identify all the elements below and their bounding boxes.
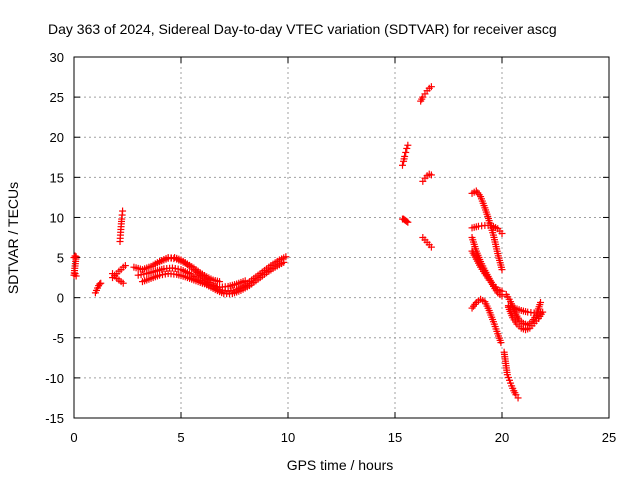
data-point — [537, 309, 545, 317]
data-point — [280, 258, 288, 266]
data-point — [427, 243, 435, 251]
y-tick-label: 0 — [57, 291, 64, 306]
y-tick-label: 20 — [50, 130, 64, 145]
data-point — [497, 339, 505, 347]
data-point — [498, 229, 506, 237]
x-tick-label: 0 — [70, 430, 77, 445]
data-point — [96, 280, 104, 288]
data-point — [498, 266, 506, 274]
y-axis-label: SDTVAR / TECUs — [5, 182, 21, 294]
data-point — [404, 141, 412, 149]
data-point — [537, 298, 545, 306]
data-point — [121, 262, 129, 270]
data-point — [97, 279, 105, 287]
plot-frame — [73, 56, 610, 419]
x-axis-label: GPS time / hours — [287, 457, 394, 473]
data-points — [70, 83, 547, 402]
data-point — [402, 148, 410, 156]
data-point — [72, 272, 80, 280]
data-point — [282, 253, 290, 261]
data-point — [403, 217, 411, 225]
y-tick-label: 10 — [50, 210, 64, 225]
x-tick-label: 25 — [602, 430, 616, 445]
x-tick-label: 5 — [177, 430, 184, 445]
y-tick-label: -5 — [52, 331, 64, 346]
x-axis-ticks: 0 5 10 15 20 25 — [70, 57, 616, 445]
data-point — [398, 161, 406, 169]
data-point — [241, 277, 249, 285]
data-point — [404, 218, 412, 226]
data-point — [401, 152, 409, 160]
y-tick-label: 15 — [50, 170, 64, 185]
data-point — [216, 278, 224, 286]
y-axis-ticks: -15 -10 -5 0 5 10 15 20 25 30 — [45, 50, 609, 426]
data-point — [427, 83, 435, 91]
y-tick-label: 25 — [50, 90, 64, 105]
y-tick-label: -10 — [45, 371, 64, 386]
y-tick-label: 5 — [57, 251, 64, 266]
data-point — [403, 144, 411, 152]
y-tick-label: 30 — [50, 50, 64, 65]
grid — [74, 57, 609, 418]
chart-title: Day 363 of 2024, Sidereal Day-to-day VTE… — [48, 21, 557, 37]
data-point — [514, 394, 522, 402]
x-tick-label: 20 — [495, 430, 509, 445]
y-tick-label: -15 — [45, 411, 64, 426]
data-point — [119, 207, 127, 215]
data-point — [498, 287, 506, 295]
x-tick-label: 15 — [388, 430, 402, 445]
data-point — [119, 279, 127, 287]
data-point — [427, 171, 435, 179]
x-tick-label: 10 — [281, 430, 295, 445]
